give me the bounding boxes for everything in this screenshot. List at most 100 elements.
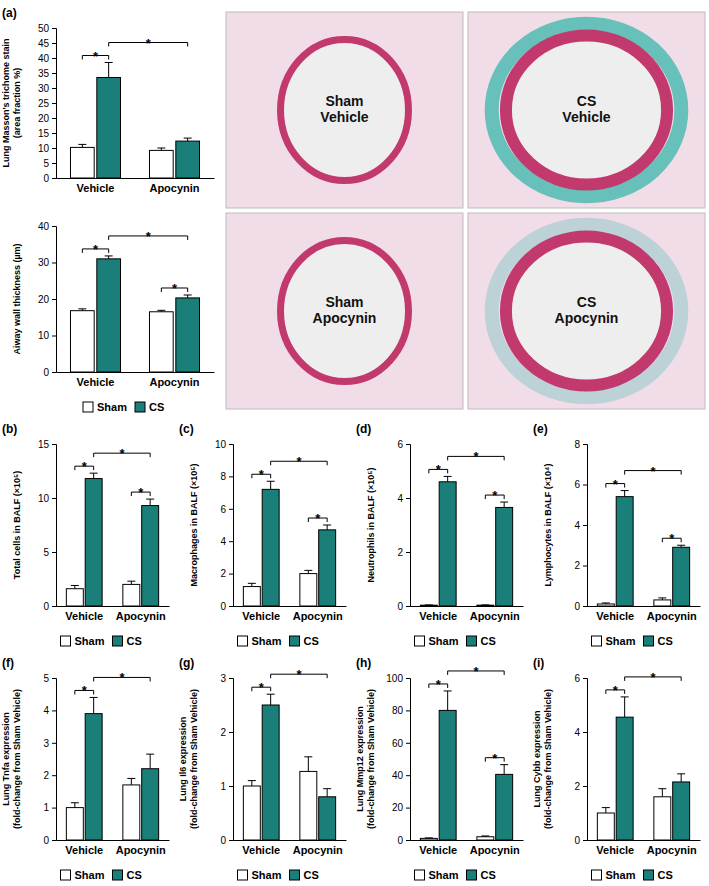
x-axis-line	[57, 178, 215, 179]
bar	[420, 838, 437, 840]
y-tick-label: 2	[574, 781, 580, 792]
legend: ShamCS	[61, 869, 142, 881]
x-tick: Vehicle	[419, 844, 457, 856]
significance-mark: *	[436, 462, 442, 477]
y-axis-line	[406, 445, 411, 607]
significance-mark: *	[473, 449, 479, 464]
x-tick-label: Apocynin	[293, 610, 343, 622]
image-label: CSVehicle	[562, 93, 610, 125]
y-tick-label: 6	[574, 479, 580, 490]
legend-label: CS	[658, 869, 673, 881]
significance-mark: *	[93, 242, 99, 257]
y-tick-label: 4	[43, 705, 49, 716]
significance-mark: *	[650, 464, 656, 479]
y-tick: 6	[397, 439, 410, 450]
legend-swatch	[644, 636, 654, 646]
y-tick-label: 10	[38, 330, 50, 341]
x-tick-label: Vehicle	[77, 182, 115, 194]
legend-item: Sham	[415, 869, 459, 881]
y-tick: 0	[220, 835, 233, 846]
bar	[176, 141, 200, 178]
significance-mark: *	[259, 680, 265, 695]
y-axis-line	[52, 227, 57, 373]
y-tick-label: 40	[392, 770, 404, 781]
significance-mark: *	[119, 446, 125, 461]
legend-label: CS	[127, 869, 142, 881]
y-tick-label: 4	[574, 520, 580, 531]
y-tick-mark	[52, 226, 56, 227]
y-tick: 30	[38, 83, 56, 94]
bar	[85, 479, 102, 606]
x-axis-line	[57, 606, 170, 607]
significance-mark: *	[119, 670, 125, 685]
y-tick-mark	[406, 498, 410, 499]
airway-wall	[281, 240, 409, 381]
y-tick: 2	[43, 770, 56, 781]
y-axis-title: (fold-change from Sham Vehicle)	[366, 689, 376, 829]
error-bar	[90, 697, 98, 713]
panel-label: (h)	[356, 656, 371, 670]
legend-swatch	[113, 870, 123, 880]
y-tick-mark	[406, 775, 410, 776]
bar	[243, 587, 260, 606]
x-tick: Vehicle	[65, 844, 103, 856]
y-tick: 8	[574, 439, 587, 450]
y-tick-mark	[52, 552, 56, 553]
y-tick: 0	[574, 835, 587, 846]
error-bar	[500, 502, 508, 507]
legend-item: Sham	[238, 635, 282, 647]
y-tick-label: 5	[43, 547, 49, 558]
error-bar	[500, 765, 508, 775]
x-axis: VehicleApocynin	[234, 841, 347, 856]
y-tick-mark	[52, 498, 56, 499]
y-tick: 2	[574, 781, 587, 792]
y-tick: 5	[43, 547, 56, 558]
x-axis-line	[57, 840, 170, 841]
error-bar	[481, 604, 489, 605]
x-axis-line	[411, 606, 524, 607]
error-bar	[78, 309, 86, 311]
significance-mark: *	[669, 531, 675, 546]
bar	[673, 782, 690, 840]
fibrosis-ring	[492, 24, 682, 196]
bar	[123, 785, 140, 840]
bar	[496, 774, 513, 840]
error-bar	[677, 545, 685, 547]
significance-mark: *	[82, 459, 88, 474]
y-tick-mark	[583, 444, 587, 445]
bar	[149, 150, 173, 178]
significance-mark: *	[172, 281, 178, 296]
bar	[66, 589, 83, 606]
bar	[142, 769, 159, 840]
plot-area	[66, 473, 158, 606]
y-tick: 5	[43, 673, 56, 684]
legend-label: CS	[481, 635, 496, 647]
y-tick: 80	[392, 705, 410, 716]
y-tick-label: 80	[392, 705, 404, 716]
error-bar	[602, 808, 610, 813]
y-tick: 0	[43, 601, 56, 612]
legend-label: Sham	[429, 869, 459, 881]
x-axis-line	[234, 606, 347, 607]
image-label-line: Apocynin	[555, 310, 619, 326]
y-tick-mark	[406, 444, 410, 445]
y-tick: 15	[38, 128, 56, 139]
error-bar	[658, 598, 666, 600]
y-tick: 4	[574, 727, 587, 738]
y-tick: 35	[38, 68, 56, 79]
y-axis: 012345	[43, 673, 56, 846]
legend-item: CS	[135, 401, 164, 413]
image-label-line: Vehicle	[320, 109, 368, 125]
legend-label: Sham	[429, 635, 459, 647]
bar	[70, 311, 94, 372]
significance-mark: *	[492, 488, 498, 503]
y-axis-line	[52, 29, 57, 179]
y-tick: 10	[38, 143, 56, 154]
chart: 012345VehicleApocyninLung Tnfa expressio…	[1, 670, 170, 881]
image-label: ShamApocynin	[313, 294, 377, 326]
error-bar	[146, 754, 154, 769]
legend-item: CS	[644, 635, 673, 647]
y-tick: 50	[38, 23, 56, 34]
legend-swatch	[592, 870, 602, 880]
legend: ShamCS	[415, 869, 496, 881]
